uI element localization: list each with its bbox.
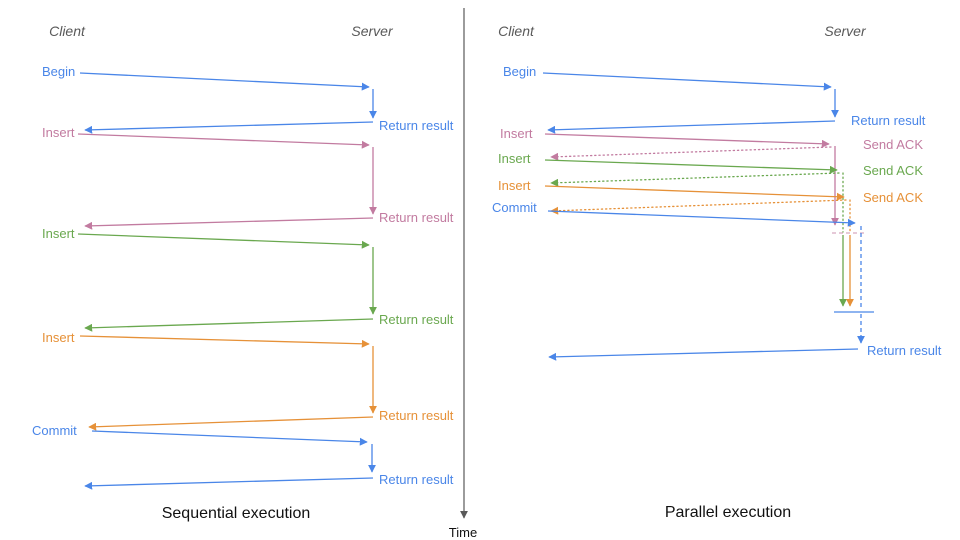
par-begin-response-line — [547, 120, 836, 134]
par-insert3-label: Insert — [498, 178, 531, 193]
seq-insert3-result-label: Return result — [379, 408, 454, 423]
seq-insert1-result-label: Return result — [379, 210, 454, 225]
par-insert3-request-line — [544, 185, 845, 201]
seq-insert3-response-line — [88, 416, 374, 431]
seq-begin-request-line — [79, 72, 370, 91]
sequential-caption: Sequential execution — [162, 505, 311, 522]
seq-insert1-label: Insert — [42, 125, 75, 140]
seq-insert1-response-line — [84, 217, 374, 230]
par-begin-label: Begin — [503, 64, 536, 79]
parallel-server-header: Server — [824, 23, 867, 39]
parallel-caption: Parallel execution — [665, 504, 791, 521]
time-axis: Time — [449, 8, 477, 540]
seq-commit-response-line — [84, 477, 374, 490]
seq-insert3-request-line — [79, 335, 370, 348]
seq-commit-request-line — [91, 430, 368, 446]
seq-begin-response-line — [84, 121, 374, 134]
seq-insert3-label: Insert — [42, 330, 75, 345]
seq-begin-label: Begin — [42, 64, 75, 79]
seq-commit-label: Commit — [32, 423, 77, 438]
par-insert1-ack-label: Send ACK — [863, 137, 923, 152]
seq-begin-result-label: Return result — [379, 118, 454, 133]
seq-insert2-label: Insert — [42, 226, 75, 241]
par-insert2-request-line — [544, 159, 838, 174]
par-insert3-ack-label: Send ACK — [863, 190, 923, 205]
par-insert3-ack-line — [550, 199, 847, 215]
seq-commit-result-label: Return result — [379, 472, 454, 487]
seq-insert2-result-label: Return result — [379, 312, 454, 327]
par-insert1-label: Insert — [500, 126, 533, 141]
parallel-panel: Client Server Begin Return result Insert… — [492, 23, 942, 521]
seq-insert2-request-line — [77, 233, 370, 249]
par-insert1-ack-line — [550, 146, 832, 161]
seq-insert2-response-line — [84, 318, 374, 332]
parallel-client-header: Client — [498, 23, 535, 39]
par-commit-result-label: Return result — [867, 343, 942, 358]
time-axis-label: Time — [449, 525, 477, 540]
par-begin-request-line — [542, 72, 832, 91]
par-insert1-request-line — [544, 133, 830, 148]
par-insert2-ack-line — [550, 172, 840, 187]
sequential-server-header: Server — [351, 23, 394, 39]
par-insert2-ack-label: Send ACK — [863, 163, 923, 178]
sequential-panel: Client Server Begin Return result Insert… — [32, 23, 454, 522]
par-commit-label: Commit — [492, 200, 537, 215]
seq-insert1-request-line — [77, 133, 370, 149]
par-begin-result-label: Return result — [851, 113, 926, 128]
sequential-client-header: Client — [49, 23, 86, 39]
par-commit-request-line — [547, 210, 856, 227]
par-insert2-label: Insert — [498, 151, 531, 166]
par-commit-response-line — [548, 348, 859, 361]
